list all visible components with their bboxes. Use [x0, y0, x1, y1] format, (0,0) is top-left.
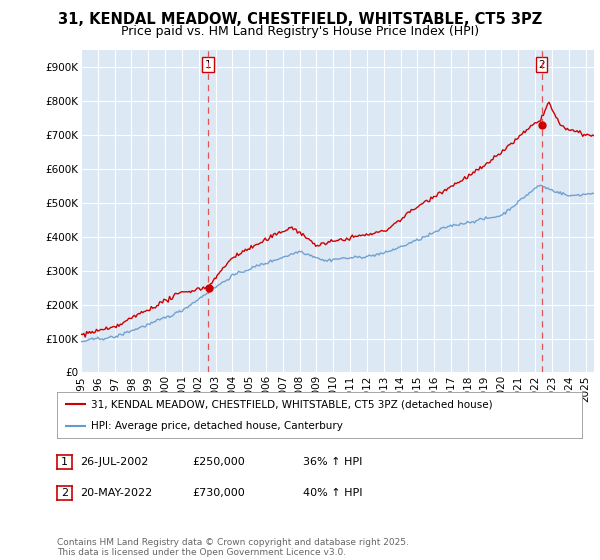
Text: 26-JUL-2002: 26-JUL-2002 [80, 457, 148, 467]
Text: £250,000: £250,000 [192, 457, 245, 467]
Text: 20-MAY-2022: 20-MAY-2022 [80, 488, 152, 498]
Text: 2: 2 [61, 488, 68, 498]
Text: 1: 1 [61, 457, 68, 467]
Text: £730,000: £730,000 [192, 488, 245, 498]
Text: 31, KENDAL MEADOW, CHESTFIELD, WHITSTABLE, CT5 3PZ: 31, KENDAL MEADOW, CHESTFIELD, WHITSTABL… [58, 12, 542, 27]
Text: Contains HM Land Registry data © Crown copyright and database right 2025.
This d: Contains HM Land Registry data © Crown c… [57, 538, 409, 557]
Text: Price paid vs. HM Land Registry's House Price Index (HPI): Price paid vs. HM Land Registry's House … [121, 25, 479, 38]
Text: 2: 2 [538, 60, 545, 70]
Text: 31, KENDAL MEADOW, CHESTFIELD, WHITSTABLE, CT5 3PZ (detached house): 31, KENDAL MEADOW, CHESTFIELD, WHITSTABL… [91, 399, 493, 409]
Text: 40% ↑ HPI: 40% ↑ HPI [303, 488, 362, 498]
Text: 36% ↑ HPI: 36% ↑ HPI [303, 457, 362, 467]
Text: HPI: Average price, detached house, Canterbury: HPI: Average price, detached house, Cant… [91, 421, 343, 431]
Text: 1: 1 [205, 60, 212, 70]
